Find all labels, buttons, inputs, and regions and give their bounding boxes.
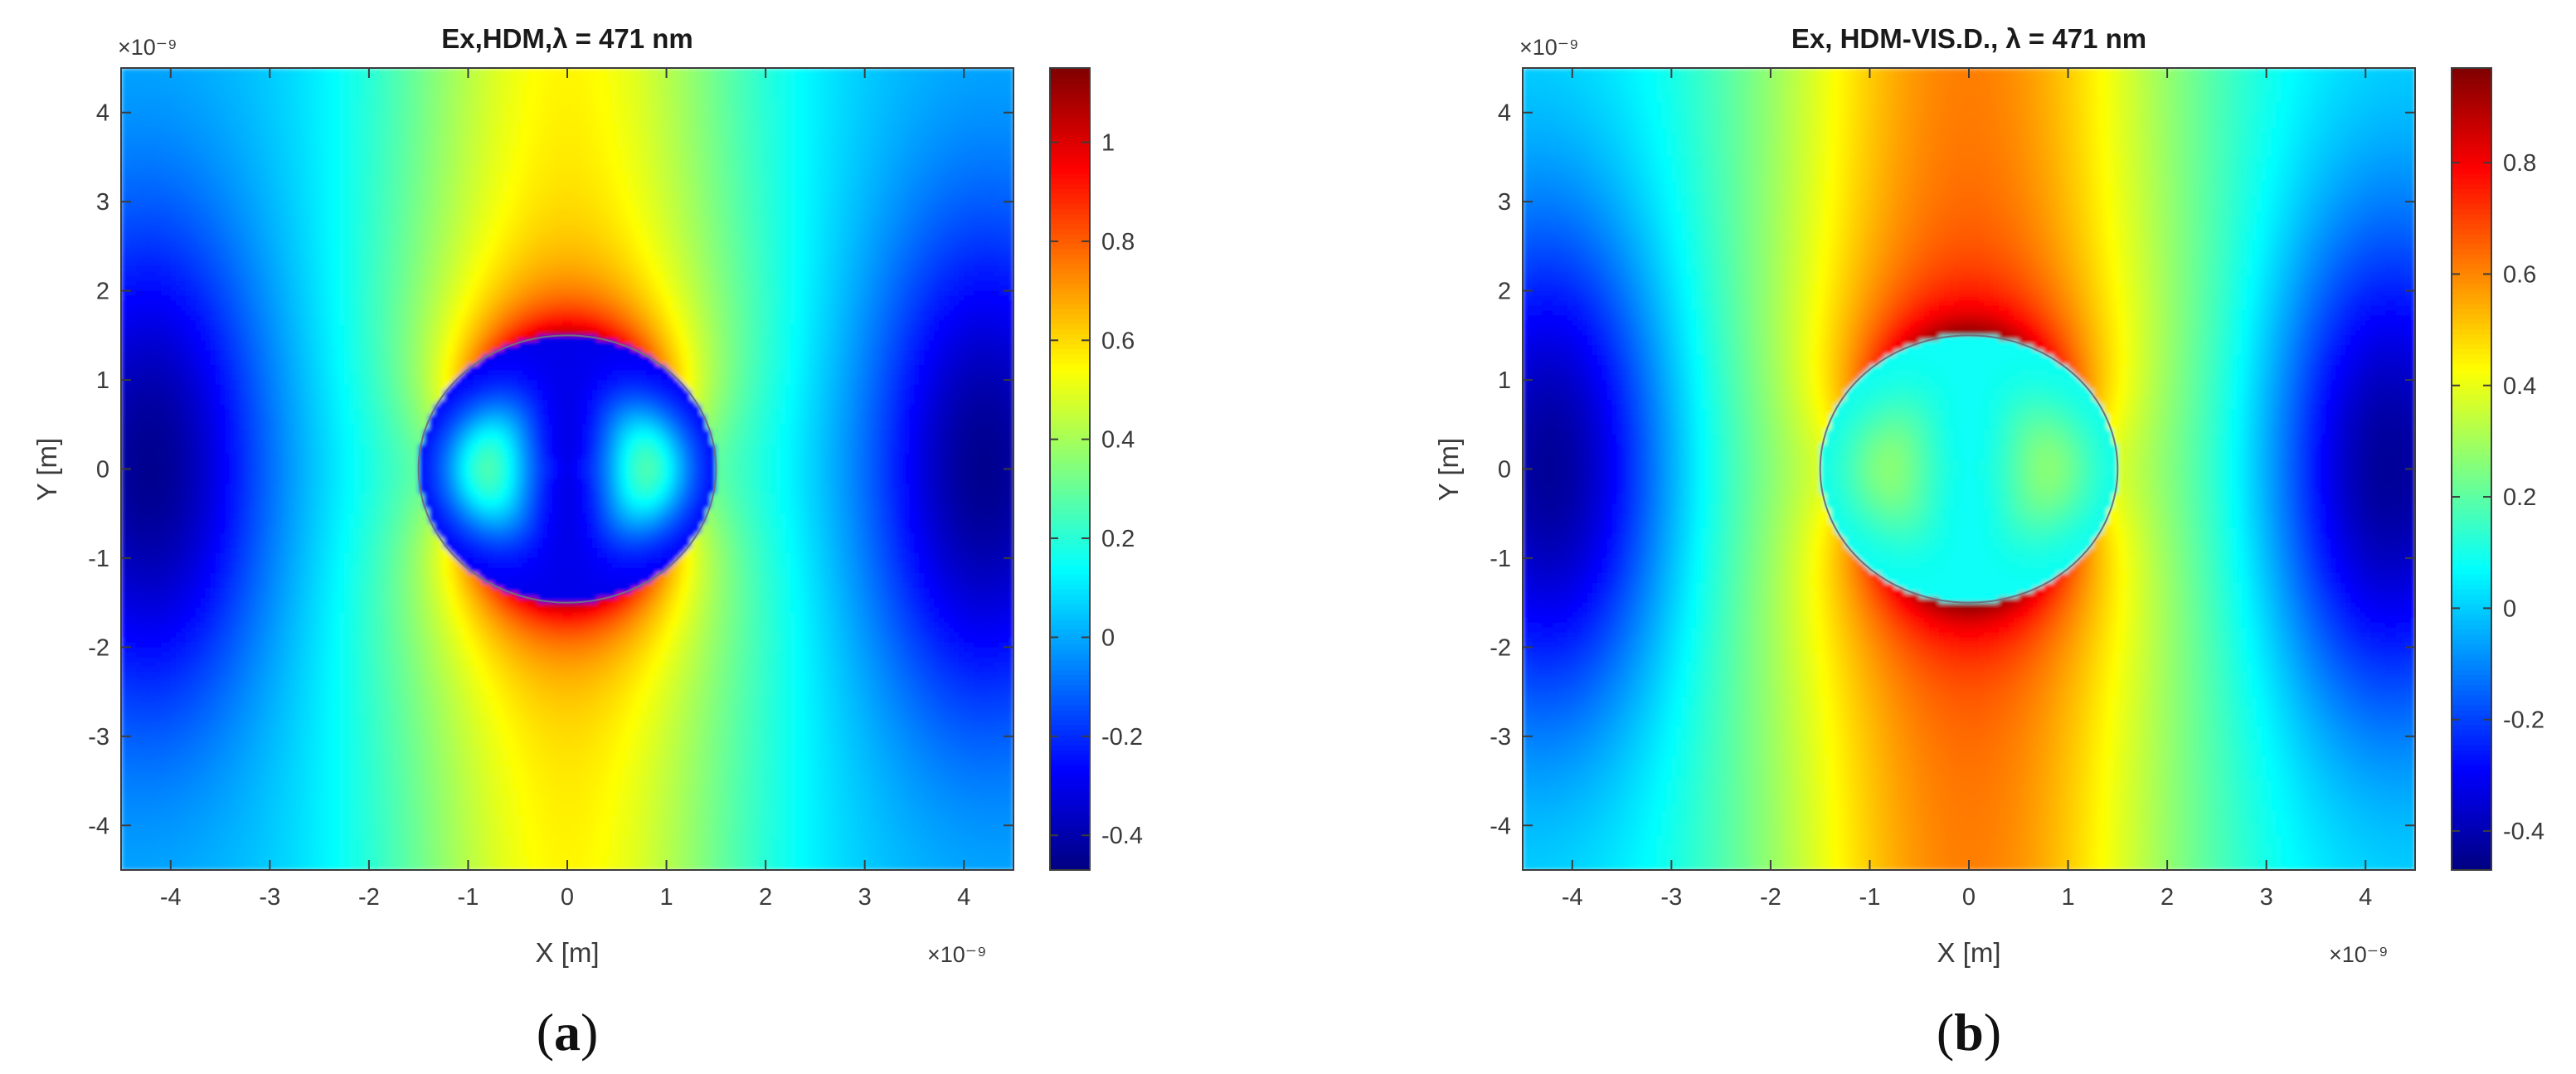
x-ticks-a: -4 -3 -2 -1 0 1 2 3 4 — [160, 68, 970, 911]
y-tick-label: 0 — [1498, 457, 1511, 484]
x-tick-label: -4 — [1562, 884, 1583, 911]
colorbar-tick-label: 0.8 — [1101, 229, 1135, 255]
x-tick-label: 2 — [759, 884, 772, 911]
x-tick-label: -3 — [259, 884, 280, 911]
y-tick-label: 3 — [1498, 189, 1511, 216]
colorbar-tick-label: -0.2 — [2503, 707, 2544, 734]
x-tick-label: -1 — [458, 884, 479, 911]
colorbar-tick-label: -0.4 — [1101, 823, 1143, 849]
colorbar-tick-label: 0.6 — [1101, 328, 1135, 354]
y-tick-label: 1 — [96, 367, 109, 394]
x-axis-label-a: X [m] — [535, 937, 599, 968]
colorbar-ticks-b: -0.4 -0.2 0 0.2 0.4 0.6 0.8 — [2452, 150, 2544, 845]
colorbar-ticks-a: -0.4 -0.2 0 0.2 0.4 0.6 0.8 1 — [1050, 130, 1143, 849]
heatmap-field-b — [1523, 68, 2415, 870]
y-tick-label: -4 — [1490, 813, 1511, 839]
y-tick-label: 3 — [96, 189, 109, 216]
x-tick-label: -2 — [358, 884, 380, 911]
colorbar-tick-label: 0.8 — [2503, 150, 2536, 177]
colorbar-tick-label: 0 — [1101, 624, 1115, 651]
y-tick-label: 4 — [1498, 100, 1511, 127]
particle-boundary-b — [1819, 334, 2119, 604]
colorbar-tick-label: 1 — [1101, 130, 1115, 157]
y-tick-label: 2 — [1498, 279, 1511, 305]
y-tick-label: 1 — [1498, 367, 1511, 394]
x-multiplier-a: ×10⁻⁹ — [927, 942, 987, 967]
x-tick-label: -1 — [1859, 884, 1881, 911]
y-tick-label: -3 — [1490, 724, 1511, 751]
y-axis-label-b: Y [m] — [1433, 438, 1464, 501]
x-tick-label: 3 — [858, 884, 872, 911]
heatmap-field-a — [121, 68, 1013, 870]
x-tick-label: 2 — [2160, 884, 2174, 911]
y-ticks-b: -4 -3 -2 -1 0 1 2 3 4 — [1490, 100, 2415, 839]
panel-a: -4 -3 -2 -1 0 1 2 3 4 -4 -3 -2 -1 0 1 2 3 4 Ex,HDM,λ = 4… — [32, 23, 1143, 1062]
x-axis-label-b: X [m] — [1937, 937, 2000, 968]
x-tick-label: 3 — [2260, 884, 2273, 911]
panel-label-b: (b) — [1937, 1003, 2001, 1062]
colorbar-b: -0.4 -0.2 0 0.2 0.4 0.6 0.8 — [2451, 67, 2544, 871]
y-ticks-a: -4 -3 -2 -1 0 1 2 3 4 — [88, 100, 1013, 839]
panel-b: -4 -3 -2 -1 0 1 2 3 4 -4 -3 -2 -1 0 1 2 3 4 Ex, HDM-VIS.… — [1433, 23, 2544, 1062]
y-axis-label-a: Y [m] — [32, 438, 62, 501]
y-tick-label: -2 — [1490, 634, 1511, 661]
x-tick-label: 1 — [659, 884, 673, 911]
y-tick-label: 4 — [96, 100, 109, 127]
x-tick-label: 0 — [1962, 884, 1976, 911]
y-multiplier-b: ×10⁻⁹ — [1519, 35, 1579, 60]
y-tick-label: -4 — [88, 813, 109, 839]
panel-label-a: (a) — [537, 1003, 599, 1062]
y-tick-label: -3 — [88, 724, 109, 751]
y-tick-label: 0 — [96, 457, 109, 484]
chart-title-b: Ex, HDM-VIS.D., λ = 471 nm — [1791, 23, 2146, 54]
x-tick-label: 1 — [2061, 884, 2074, 911]
x-tick-label: 4 — [2359, 884, 2372, 911]
colorbar-tick-label: 0 — [2503, 595, 2516, 622]
x-tick-label: -4 — [160, 884, 182, 911]
colorbar-tick-label: -0.4 — [2503, 819, 2544, 845]
colorbar-tick-label: 0.2 — [1101, 526, 1135, 552]
y-tick-label: -1 — [88, 546, 109, 572]
colorbar-tick-label: 0.6 — [2503, 261, 2536, 288]
particle-boundary-a — [417, 334, 717, 604]
x-multiplier-b: ×10⁻⁹ — [2329, 942, 2389, 967]
x-tick-label: 0 — [561, 884, 574, 911]
colorbar-tick-label: -0.2 — [1101, 724, 1143, 751]
colorbar-a: -0.4 -0.2 0 0.2 0.4 0.6 0.8 1 — [1049, 67, 1143, 871]
chart-title-a: Ex,HDM,λ = 471 nm — [441, 23, 693, 54]
panel-letter-b: b — [1954, 1003, 1984, 1062]
y-tick-label: -1 — [1490, 546, 1511, 572]
x-tick-label: 4 — [957, 884, 970, 911]
colorbar-tick-label: 0.2 — [2503, 484, 2536, 511]
panel-letter-a: a — [554, 1003, 581, 1062]
colorbar-tick-label: 0.4 — [1101, 427, 1135, 454]
x-ticks-b: -4 -3 -2 -1 0 1 2 3 4 — [1562, 68, 2372, 911]
y-tick-label: 2 — [96, 279, 109, 305]
y-multiplier-a: ×10⁻⁹ — [118, 35, 177, 60]
colorbar-tick-label: 0.4 — [2503, 373, 2536, 400]
y-tick-label: -2 — [88, 634, 109, 661]
x-tick-label: -2 — [1760, 884, 1781, 911]
x-tick-label: -3 — [1660, 884, 1682, 911]
